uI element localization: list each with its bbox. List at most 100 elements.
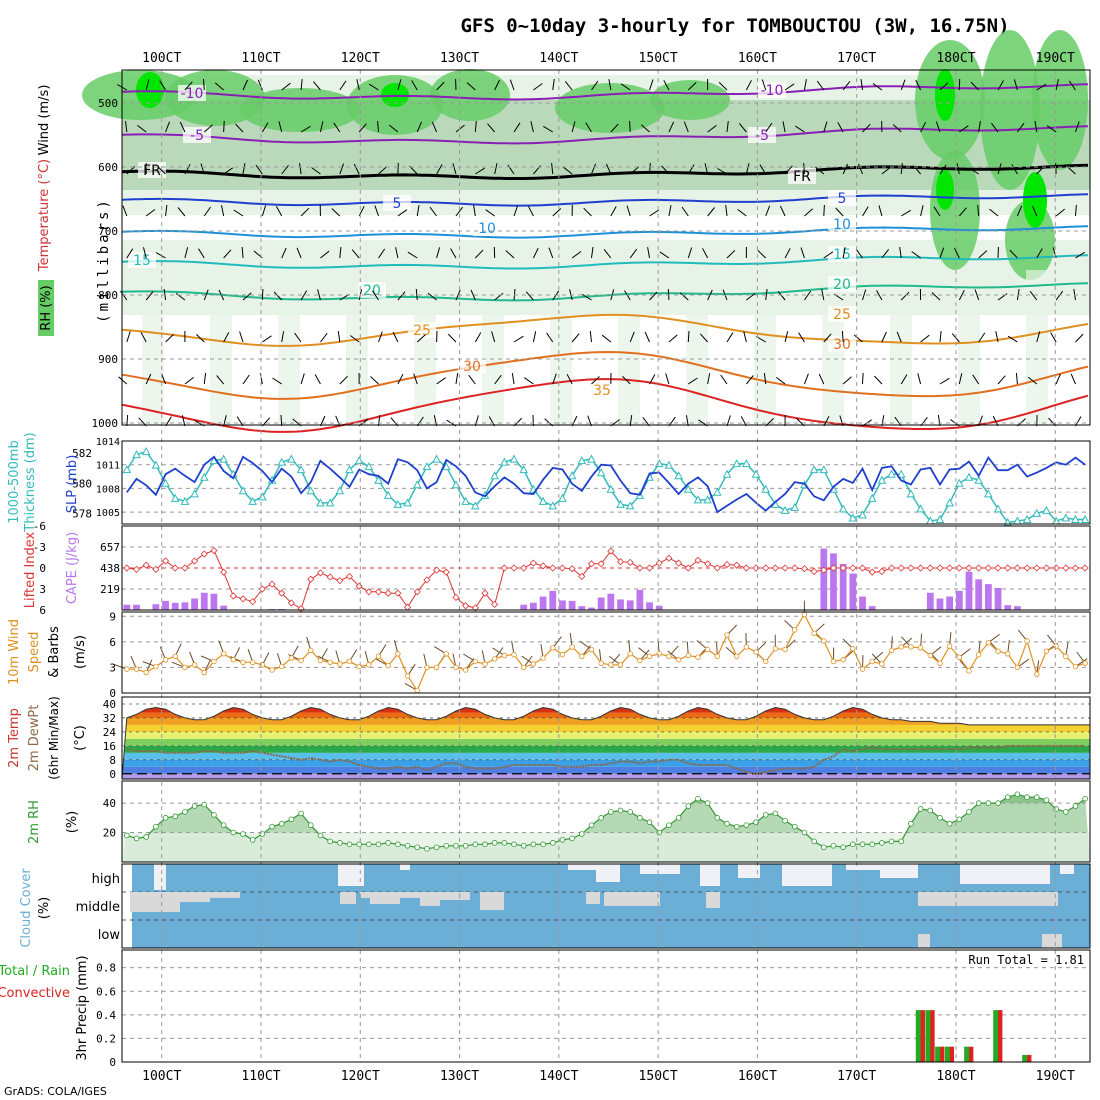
lifted-index-point xyxy=(239,595,247,603)
time-tick-bottom: 190CT xyxy=(1036,1069,1075,1084)
wind-barb xyxy=(823,204,825,217)
wind-barb xyxy=(275,206,283,217)
wind-barb xyxy=(954,247,960,259)
temp-color-bands xyxy=(122,707,1090,779)
thickness-point xyxy=(354,456,364,465)
wind-barb xyxy=(242,163,246,175)
isotherm-5 xyxy=(121,254,1089,270)
thickness-point xyxy=(790,502,800,511)
wind-barb xyxy=(969,167,979,175)
wind-barb xyxy=(494,163,498,175)
wind-barb xyxy=(564,80,573,91)
wind-barb xyxy=(649,79,654,91)
rh2m-point xyxy=(608,809,614,815)
wind-speed-point xyxy=(424,664,430,671)
wind-barb xyxy=(900,374,908,385)
wind-barb xyxy=(262,335,272,343)
wind-barb xyxy=(917,373,922,385)
lifted-index-point xyxy=(1081,564,1089,572)
wind-speed-point xyxy=(249,659,256,666)
wind-barb xyxy=(221,205,225,217)
lifted-index-point xyxy=(452,593,460,601)
lifted-index-point xyxy=(907,564,915,572)
lifted-index-point xyxy=(307,575,315,583)
rh2m-point xyxy=(559,837,566,843)
cape-bar xyxy=(926,592,934,610)
rh2m-point xyxy=(124,832,130,839)
cloud-mid-block xyxy=(480,892,504,910)
wind-speed-point xyxy=(569,644,575,650)
thickness-point xyxy=(761,484,771,493)
time-tick-bottom: 180CT xyxy=(936,1069,975,1084)
wind-barb xyxy=(143,247,147,259)
wind-speed-point xyxy=(724,632,730,638)
thickness-point xyxy=(248,496,258,505)
wind-barb xyxy=(470,289,476,301)
wind-speed-point xyxy=(811,630,817,637)
wind-barb xyxy=(647,247,651,259)
thickness-point xyxy=(838,504,848,513)
wind-label-b: Speed xyxy=(27,632,42,673)
cape-bar xyxy=(655,605,663,610)
li-ytick: 0 xyxy=(39,562,46,575)
time-tick-top: 190CT xyxy=(1036,51,1075,66)
wind-speed-point xyxy=(521,664,527,671)
rh2m-point xyxy=(133,835,140,842)
wind-barb xyxy=(1068,80,1076,91)
wind-barb xyxy=(855,248,863,259)
wind-barb xyxy=(1046,125,1057,133)
wind-speed-point xyxy=(675,657,682,663)
rh-blob-4 xyxy=(430,69,510,121)
temp-ytick: 32 xyxy=(103,712,116,725)
thickness-point xyxy=(538,496,548,505)
thickness-point xyxy=(742,459,751,468)
contour-label-bg xyxy=(178,85,206,101)
temp-label-a: 2m Temp xyxy=(7,708,22,768)
wind-barb xyxy=(702,248,709,259)
lifted-index-point xyxy=(181,564,189,572)
wind-barb xyxy=(474,120,477,133)
wind-barb xyxy=(184,377,195,385)
lifted-index-point xyxy=(142,561,150,569)
wind-barb xyxy=(1036,83,1047,91)
wind-barb xyxy=(765,122,773,133)
lifted-index-point xyxy=(975,564,983,572)
rh2m-point xyxy=(395,841,401,848)
wind-barb xyxy=(407,251,418,259)
lifted-index-point xyxy=(1042,564,1051,572)
wind-barb xyxy=(294,332,302,343)
wind-barb xyxy=(563,166,573,175)
lifted-index-point xyxy=(403,603,412,611)
lifted-index-point xyxy=(326,573,334,581)
wind-barb xyxy=(587,415,592,427)
wind-barb xyxy=(350,335,360,343)
rh-streak-4 xyxy=(414,270,436,425)
isotherm-1 xyxy=(121,125,1089,145)
wind-speed-point xyxy=(153,663,159,670)
rh2m-point xyxy=(724,820,730,827)
rh2m-point xyxy=(772,810,779,817)
thickness-point xyxy=(906,489,916,498)
wind-barb xyxy=(474,415,479,427)
wind-barb xyxy=(552,208,562,217)
thickness-point xyxy=(1032,508,1042,517)
temp-band-6 xyxy=(122,731,1090,739)
rh2m-point xyxy=(269,823,275,830)
wind-barb xyxy=(157,166,166,175)
wind-speed-point xyxy=(704,646,711,653)
wind-barb xyxy=(255,164,263,175)
cloud-mid-block xyxy=(180,892,210,902)
wind-barb xyxy=(223,249,232,259)
thickness-point xyxy=(238,486,248,495)
thickness-point xyxy=(596,468,606,477)
rh2m-point xyxy=(327,838,333,845)
wind-barb xyxy=(899,247,902,259)
temp-band-7 xyxy=(122,724,1090,732)
thickness-point xyxy=(1061,513,1071,522)
rh-blob-9 xyxy=(1032,30,1088,170)
wind-barb xyxy=(378,415,381,427)
wind-barb xyxy=(137,125,147,133)
lifted-index-point xyxy=(607,547,615,555)
wind-barb xyxy=(203,124,213,133)
wind-barb xyxy=(155,252,166,259)
